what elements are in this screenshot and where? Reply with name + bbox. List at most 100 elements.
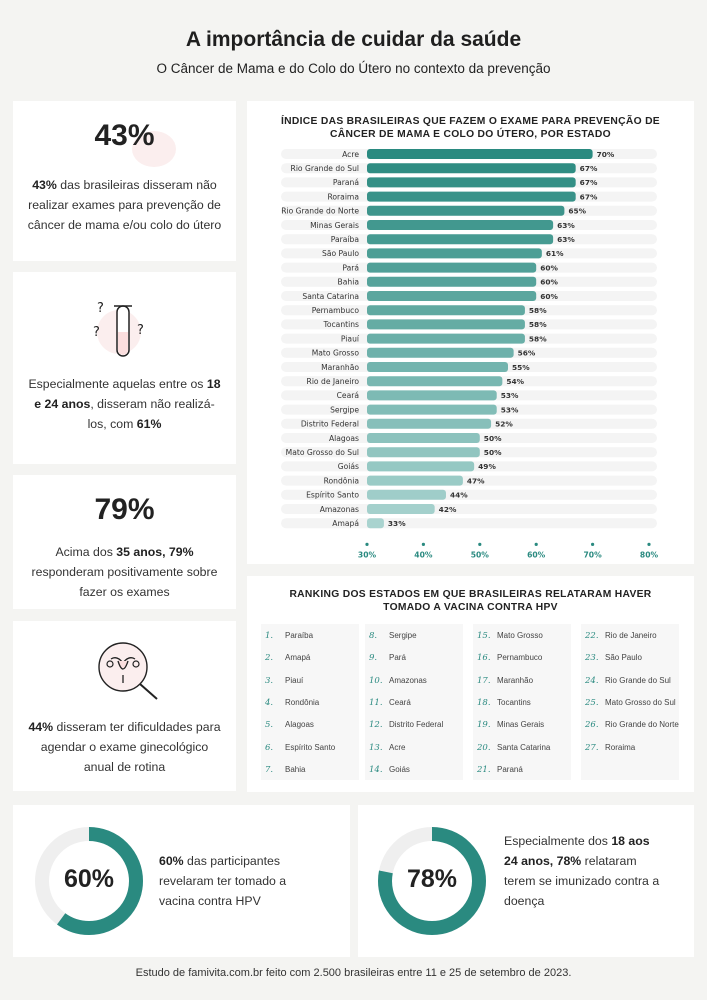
bar — [367, 177, 576, 188]
ranking-number: 23. — [585, 653, 599, 664]
tick-label: 60% — [527, 550, 546, 559]
ranking-item: 20. Santa Catarina — [477, 738, 550, 758]
value-label: 70% — [597, 150, 615, 159]
value-label: 53% — [501, 405, 519, 414]
bar — [367, 291, 537, 301]
bar — [367, 248, 542, 259]
bar — [367, 262, 537, 273]
value-label: 60% — [540, 278, 558, 287]
bar — [367, 489, 446, 500]
ranking-item: 17. Maranhão — [477, 671, 533, 691]
ranking-item: 12. Distrito Federal — [369, 715, 443, 735]
ranking-number: 22. — [585, 631, 599, 641]
ranking-number: 13. — [369, 742, 383, 753]
category-label: Mato Grosso — [312, 349, 360, 358]
ranking-item: 16. Pernambuco — [477, 648, 542, 668]
category-label: Rio de Janeiro — [307, 377, 360, 386]
stat-card-43: 43% 43% das brasileiras disseram não rea… — [13, 101, 236, 261]
ranking-item: 10. Amazonas — [369, 671, 427, 691]
value-label: 42% — [439, 505, 457, 514]
ranking-state: Bahia — [285, 764, 306, 774]
value-label: 63% — [557, 235, 575, 244]
donut-label-60: 60% — [63, 865, 115, 893]
value-label: 55% — [512, 363, 530, 372]
tick-mark — [534, 542, 538, 546]
ranking-state: São Paulo — [605, 653, 642, 663]
ranking-item: 18. Tocantins — [477, 693, 531, 713]
page-title: A importância de cuidar da saúde — [185, 28, 522, 51]
ranking-item: 21. Paraná — [477, 760, 523, 780]
ranking-state: Minas Gerais — [497, 720, 545, 730]
ranking-number: 12. — [369, 720, 383, 731]
donut-chart-60 — [35, 827, 143, 935]
ranking-state: Amazonas — [389, 675, 427, 685]
stat-value-43: 43% — [94, 119, 155, 152]
stat-text-79: Acima dos 35 anos, 79% responderam posit… — [31, 545, 218, 599]
value-label: 50% — [484, 434, 502, 443]
ranking-title: RANKING DOS ESTADOS EM QUE BRASILEIRAS R… — [289, 589, 652, 613]
tick-mark — [647, 542, 651, 546]
ranking-number: 25. — [585, 697, 599, 708]
donut-text-60: 60% das participantes revelaram ter toma… — [159, 854, 287, 908]
ranking-number: 24. — [585, 675, 599, 686]
ranking-item: 11. Ceará — [369, 693, 411, 713]
bar — [367, 475, 463, 486]
category-label: Sergipe — [330, 405, 359, 414]
value-label: 58% — [529, 320, 547, 329]
ranking-item: 4. Rondônia — [265, 693, 319, 713]
footer-note: Estudo de famivita.com.br feito com 2.50… — [135, 967, 572, 979]
ranking-column-bg — [473, 624, 571, 780]
category-label: Paraná — [333, 178, 359, 187]
ranking-state: Alagoas — [285, 720, 314, 730]
value-label: 67% — [580, 178, 598, 187]
bar — [367, 447, 480, 458]
ranking-number: 21. — [477, 764, 491, 775]
ranking-item: 14. Goiás — [369, 760, 410, 780]
blob-decoration — [132, 131, 176, 167]
ranking-state: Santa Catarina — [497, 742, 551, 752]
category-label: Pará — [342, 263, 359, 272]
category-label: Rio Grande do Sul — [291, 164, 359, 173]
bar — [367, 461, 475, 472]
value-label: 53% — [501, 391, 519, 400]
bar-chart-card: ÍNDICE DAS BRASILEIRAS QUE FAZEM O EXAME… — [247, 101, 694, 564]
ranking-number: 14. — [369, 764, 383, 775]
ranking-state: Roraima — [605, 742, 636, 752]
category-label: Pernambuco — [312, 306, 360, 315]
ranking-state: Amapá — [285, 653, 311, 663]
category-label: Distrito Federal — [301, 420, 359, 429]
ranking-state: Rondônia — [285, 697, 320, 707]
bar — [367, 319, 525, 330]
tick-label: 40% — [414, 550, 433, 559]
ranking-column-bg — [261, 624, 359, 780]
ranking-item: 1. Paraíba — [265, 626, 313, 646]
stat-text-age: Especialmente aquelas entre os 18 e 24 a… — [28, 377, 221, 431]
ranking-state: Espírito Santo — [285, 742, 336, 752]
bar — [367, 305, 525, 316]
ranking-state: Mato Grosso do Sul — [605, 697, 676, 707]
ranking-item: 24. Rio Grande do Sul — [585, 671, 671, 691]
ranking-number: 15. — [477, 631, 491, 641]
bar — [367, 504, 435, 514]
donut-card-78: 78% Especialmente dos 18 aos 24 anos, 78… — [358, 805, 694, 957]
ranking-state: Pará — [389, 653, 406, 663]
ranking-number: 26. — [585, 720, 599, 731]
bar — [367, 347, 514, 358]
category-label: Alagoas — [329, 434, 359, 443]
tick-mark — [591, 542, 595, 546]
tick-mark — [365, 542, 369, 546]
ranking-state: Maranhão — [497, 675, 534, 685]
bar — [367, 163, 576, 174]
svg-text:?: ? — [93, 325, 100, 340]
value-label: 67% — [580, 164, 598, 173]
ranking-state: Rio Grande do Norte — [605, 720, 679, 730]
category-label: Ceará — [337, 391, 359, 400]
category-label: Minas Gerais — [310, 221, 359, 230]
chart-title: ÍNDICE DAS BRASILEIRAS QUE FAZEM O EXAME… — [281, 116, 660, 140]
donut-chart-78 — [378, 827, 486, 935]
ranking-state: Sergipe — [389, 631, 417, 640]
ranking-number: 5. — [265, 720, 274, 731]
ranking-state: Goiás — [389, 764, 410, 774]
donut-text-78: Especialmente dos 18 aos 24 anos, 78% re… — [504, 834, 660, 908]
ranking-column-bg — [581, 624, 679, 780]
